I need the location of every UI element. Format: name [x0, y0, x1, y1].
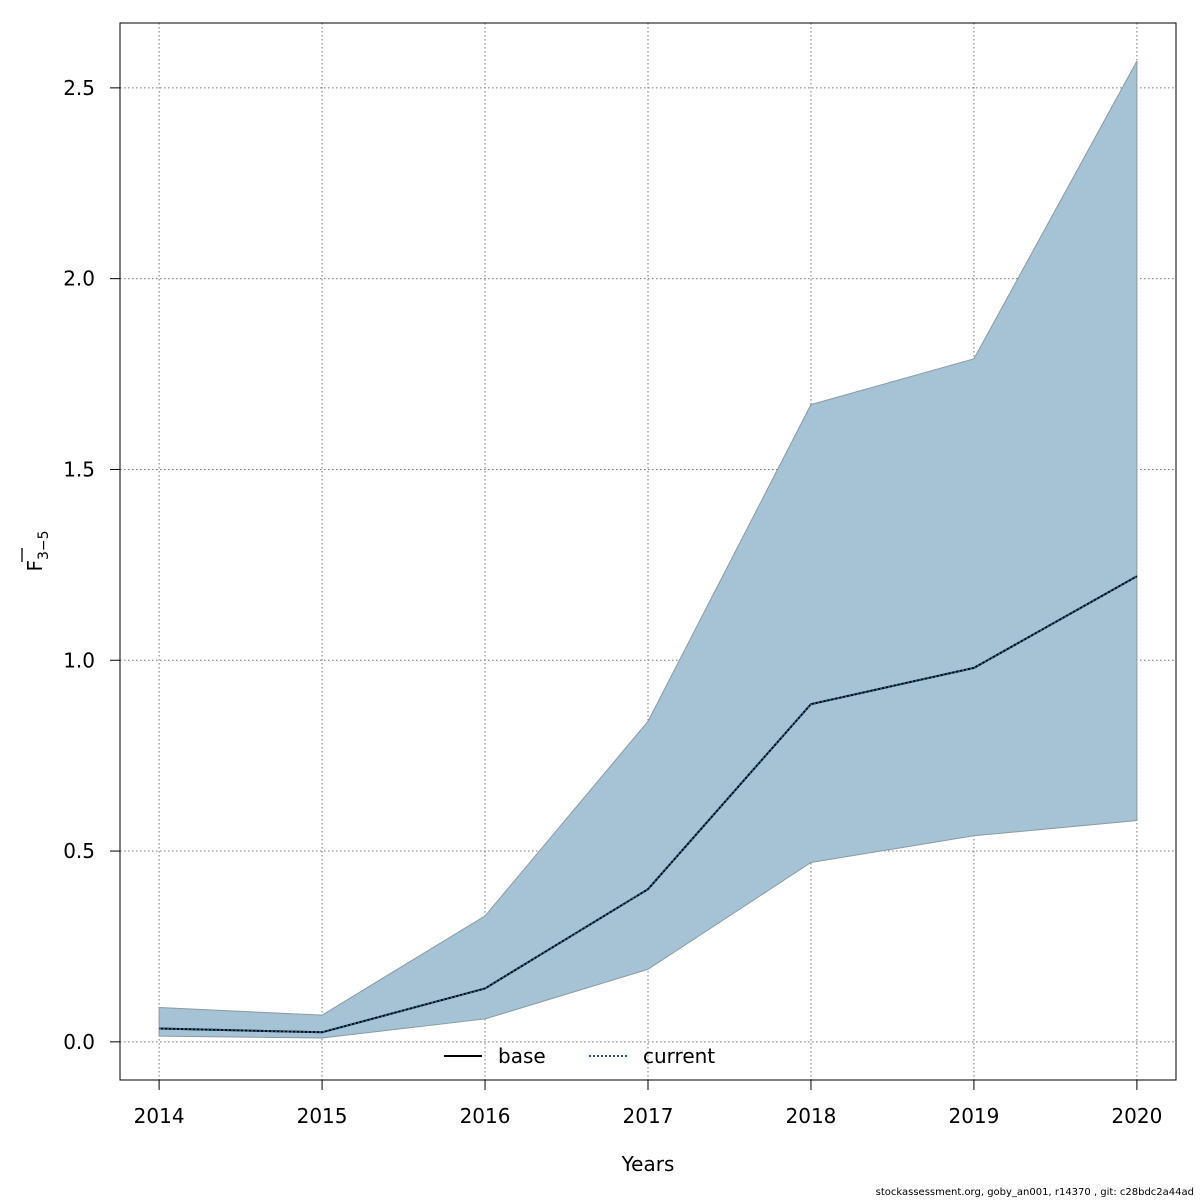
x-axis-label: Years: [621, 1152, 675, 1176]
x-tick-label: 2018: [786, 1104, 837, 1128]
x-tick-label: 2016: [460, 1104, 511, 1128]
series-line-current: [159, 575, 1138, 1034]
legend-label-current: current: [643, 1044, 715, 1068]
footer-credit: stockassessment.org, goby_an001, r14370 …: [875, 1187, 1194, 1198]
y-axis-label-subscript: 3−5: [36, 530, 52, 560]
x-tick-label: 2017: [623, 1104, 674, 1128]
x-tick-label: 2014: [134, 1104, 185, 1128]
x-tick-label: 2015: [297, 1104, 348, 1128]
y-axis-label: F3−5: [21, 530, 52, 572]
y-tick-label: 1.5: [63, 457, 95, 481]
x-tick-label: 2020: [1111, 1104, 1162, 1128]
y-tick-label: 2.5: [63, 76, 95, 100]
y-axis: 0.0 0.5 1.0 1.5 2.0 2.5: [63, 76, 121, 1054]
series-lines: [159, 575, 1138, 1034]
y-tick-label: 2.0: [63, 267, 95, 291]
y-tick-label: 1.0: [63, 648, 95, 672]
x-axis: 2014 2015 2016 2017 2018 2019 2020: [134, 1079, 1162, 1128]
legend-label-base: base: [498, 1044, 546, 1068]
y-axis-label-main: F: [23, 560, 47, 572]
legend: base current: [444, 1044, 715, 1068]
y-tick-label: 0.5: [63, 839, 95, 863]
y-tick-label: 0.0: [63, 1030, 95, 1054]
confidence-band: [158, 60, 1138, 1039]
x-tick-label: 2019: [948, 1104, 999, 1128]
svg-text:F3−5: F3−5: [23, 530, 52, 571]
